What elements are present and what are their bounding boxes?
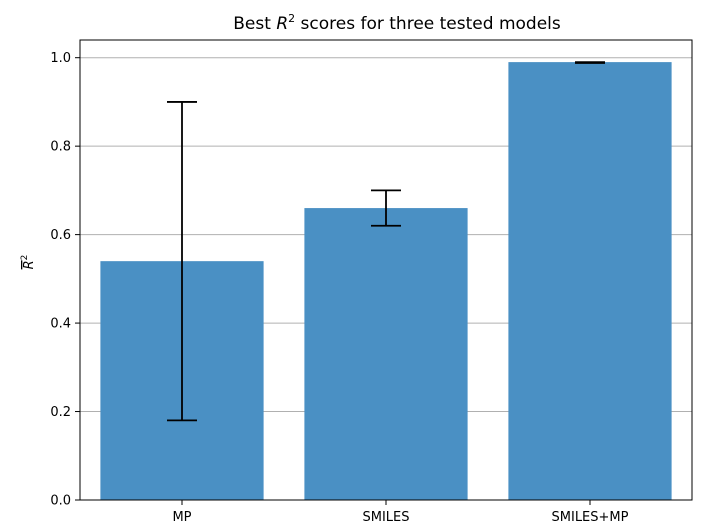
chart-title: Best R2 scores for three tested models	[233, 12, 561, 34]
y-tick-label-1: 0.2	[50, 405, 71, 420]
y-ticks-layer: 0.0 0.2 0.4 0.6 0.8 1.0	[50, 51, 80, 509]
y-tick-label-2: 0.4	[50, 317, 71, 332]
chart-title-prefix: Best	[233, 14, 276, 34]
y-axis-label-symbol: R	[22, 260, 37, 269]
bar-1	[304, 208, 468, 501]
y-axis-label: R2	[20, 255, 37, 270]
y-axis-label-text: R2	[20, 255, 37, 270]
y-tick-label-4: 0.8	[50, 140, 71, 155]
x-tick-label-0: MP	[172, 510, 191, 525]
y-tick-label-5: 1.0	[50, 51, 71, 66]
chart-title-symbol: R	[276, 14, 288, 34]
chart-title-suffix: scores for three tested models	[295, 14, 561, 34]
bars-layer	[100, 62, 672, 501]
x-tick-label-1: SMILES	[362, 510, 409, 525]
bar-2	[508, 62, 672, 500]
x-tick-label-2: SMILES+MP	[552, 510, 629, 525]
y-axis-label-superscript: 2	[20, 255, 30, 261]
y-tick-label-0: 0.0	[50, 494, 71, 509]
error-bars-layer	[167, 61, 605, 422]
x-ticks-layer: MP SMILES SMILES+MP	[172, 500, 629, 525]
y-tick-label-3: 0.6	[50, 228, 71, 243]
chart-title-superscript: 2	[288, 12, 295, 25]
